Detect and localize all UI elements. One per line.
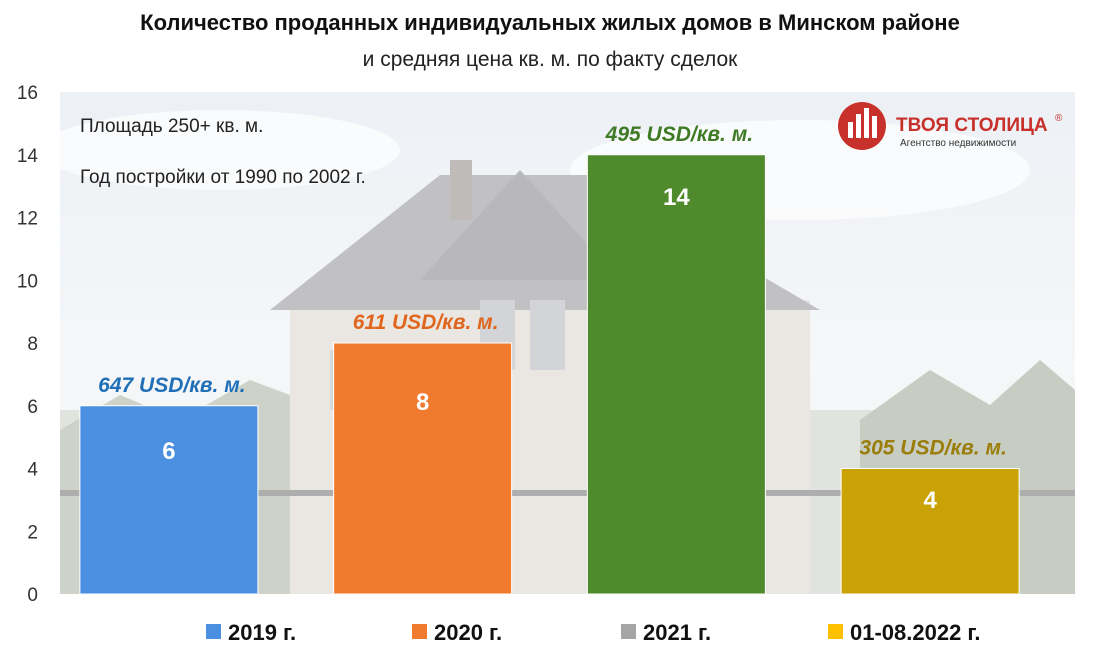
y-tick-label: 10 [17, 271, 38, 292]
y-tick-label: 4 [27, 460, 38, 481]
legend-swatch-4 [828, 624, 843, 639]
price-label: 647 USD/кв. м. [98, 374, 245, 397]
bar-value-label: 6 [162, 438, 175, 465]
logo-tagline: Агентство недвижимости [900, 138, 1016, 149]
bars-group: 6 647 USD/кв. м. 8 611 USD/кв. м. 14 495 USD/… [79, 123, 1020, 595]
bar-value-label: 14 [663, 184, 690, 211]
legend-label: 2020 г. [434, 620, 502, 645]
bar-2 [333, 342, 513, 595]
chart-title: Количество проданных индивидуальных жилы… [140, 10, 960, 35]
legend-swatch-1 [206, 624, 221, 639]
legend-label: 01-08.2022 г. [850, 620, 981, 645]
y-tick-label: 6 [27, 397, 38, 418]
bar-4 [840, 468, 1020, 595]
y-axis: 0 2 4 6 8 10 12 14 16 [17, 83, 39, 606]
legend-label: 2019 г. [228, 620, 296, 645]
y-tick-label: 2 [27, 522, 38, 543]
legend-swatch-3 [621, 624, 636, 639]
y-tick-label: 16 [17, 83, 38, 104]
price-label: 495 USD/кв. м. [605, 123, 753, 146]
y-tick-label: 14 [17, 146, 39, 167]
note-area: Площадь 250+ кв. м. [80, 116, 263, 137]
bar-3 [586, 154, 766, 595]
y-tick-label: 8 [27, 334, 38, 355]
legend-swatch-2 [412, 624, 427, 639]
agency-logo: ТВОЯ СТОЛИЦА ® Агентство недвижимости [838, 102, 1063, 150]
chart-subtitle: и средняя цена кв. м. по факту сделок [362, 48, 738, 71]
y-tick-label: 0 [27, 585, 38, 606]
logo-registered: ® [1055, 113, 1063, 124]
legend-label: 2021 г. [643, 620, 711, 645]
bar-value-label: 8 [416, 389, 429, 416]
price-label: 305 USD/кв. м. [859, 437, 1006, 460]
bar-value-label: 4 [923, 487, 937, 514]
legend: 2019 г. 2020 г. 2021 г. 01-08.2022 г. [206, 620, 981, 645]
bar-1 [79, 405, 259, 595]
note-build-year: Год постройки от 1990 по 2002 г. [80, 167, 366, 188]
price-label: 611 USD/кв. м. [353, 311, 499, 334]
y-tick-label: 12 [17, 209, 38, 230]
logo-emblem-icon [838, 102, 886, 150]
logo-brand: ТВОЯ СТОЛИЦА [896, 115, 1048, 136]
